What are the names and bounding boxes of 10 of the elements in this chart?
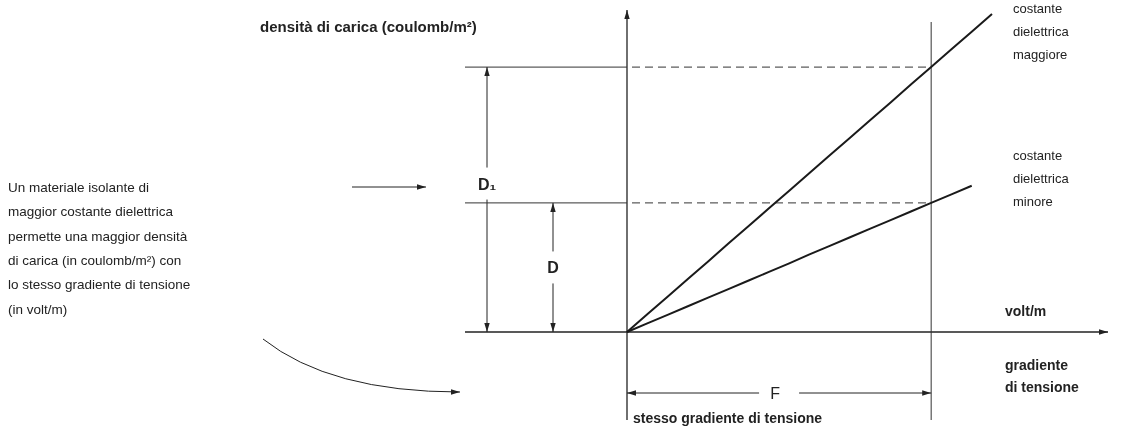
x-axis-title: gradiente di tensione xyxy=(1005,357,1080,395)
text: volt/m xyxy=(1005,303,1047,319)
text: Un materiale isolante di maggior costante dielettrica permette una maggior densità di carica (in coulomb/m²) con lo stesso gradiente di tensione (in volt/m) xyxy=(8,180,191,317)
text: densità di carica (coulomb/m²) xyxy=(260,18,477,35)
text: F xyxy=(770,385,781,402)
text: costante dielettrica minore xyxy=(1013,148,1070,209)
ref-line-label: D xyxy=(547,259,559,277)
series-label: costante dielettrica maggiore xyxy=(1013,1,1070,62)
text: stesso gradiente di tensione xyxy=(633,410,823,426)
ref-line-label: D₁ xyxy=(477,175,497,193)
